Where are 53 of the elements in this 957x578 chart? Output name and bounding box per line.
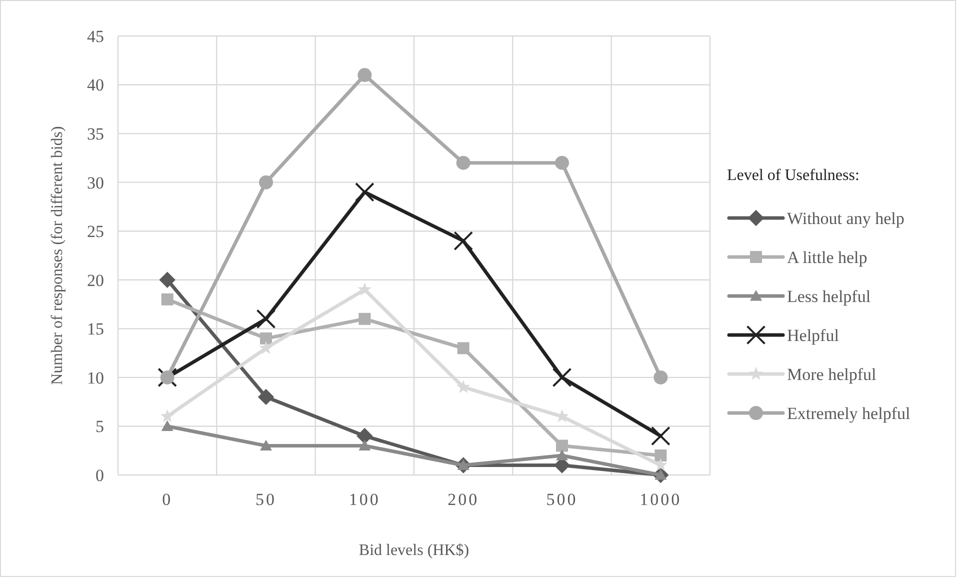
point — [650, 426, 670, 446]
point — [556, 440, 568, 452]
legend-label: Extremely helpful — [787, 404, 910, 423]
y-tick-label: 25 — [87, 222, 104, 242]
y-tick-label: 20 — [87, 270, 104, 290]
point — [259, 340, 273, 354]
point — [161, 420, 174, 432]
point — [456, 380, 470, 394]
x-tick-label: 1000 — [640, 490, 682, 509]
point — [552, 368, 572, 388]
legend-label: More helpful — [787, 364, 876, 384]
x-tick-label: 200 — [448, 490, 480, 509]
point — [654, 449, 667, 462]
point — [654, 370, 668, 384]
y-tick-label: 10 — [87, 368, 104, 388]
legend-label: Without any help — [787, 208, 904, 228]
point — [454, 231, 474, 251]
point — [258, 388, 274, 406]
legend-label: A little help — [787, 248, 868, 267]
point — [358, 440, 371, 451]
point — [358, 312, 371, 325]
point — [654, 469, 667, 480]
point — [356, 428, 373, 444]
point — [259, 175, 273, 190]
point — [161, 293, 174, 306]
point — [160, 409, 174, 422]
legend-label: Less helpful — [787, 286, 871, 306]
point — [354, 182, 374, 202]
y-tick-label: 15 — [87, 320, 104, 339]
y-axis-title: Number of responses (for different bids) — [49, 126, 66, 385]
legend-title: Level of Usefulness: — [727, 167, 860, 184]
point — [256, 309, 276, 329]
y-tick-label: 45 — [87, 26, 104, 46]
y-tick-label: 40 — [87, 76, 104, 95]
point — [456, 156, 470, 170]
point — [556, 449, 568, 460]
point — [159, 272, 176, 288]
legend-label: Helpful — [787, 326, 840, 345]
point — [260, 440, 272, 451]
point — [457, 342, 470, 354]
x-axis-title: Bid levels (HK$) — [358, 542, 470, 559]
point — [555, 156, 569, 170]
x-tick-label: 100 — [348, 490, 380, 509]
y-tick-label: 30 — [87, 173, 104, 192]
point — [358, 68, 372, 82]
point — [358, 282, 372, 296]
y-tick-label: 0 — [96, 466, 104, 485]
x-tick-label: 50 — [256, 490, 276, 509]
x-tick-label: 0 — [162, 490, 173, 509]
point — [260, 332, 272, 344]
y-tick-label: 5 — [96, 417, 104, 436]
x-tick-label: 500 — [546, 490, 578, 509]
y-tick-label: 35 — [87, 124, 104, 144]
